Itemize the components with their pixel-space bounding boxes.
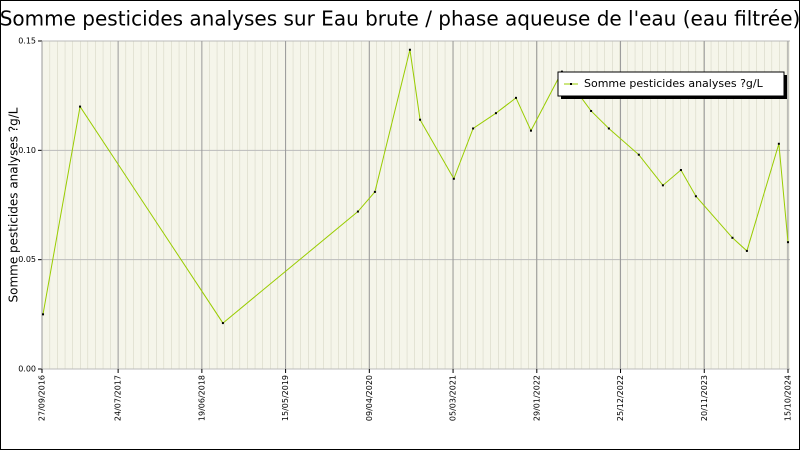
y-tick-label: 0.05 — [18, 255, 36, 264]
y-tick-label: 0.10 — [18, 146, 36, 155]
y-tick-label: 0.00 — [18, 365, 36, 374]
data-point — [221, 322, 224, 325]
x-tick-label: 15/05/2019 — [281, 375, 290, 421]
data-point — [529, 129, 532, 132]
data-point — [408, 48, 411, 51]
x-tick-label: 09/04/2020 — [365, 375, 374, 421]
chart-title: Somme pesticides analyses sur Eau brute … — [0, 7, 800, 31]
data-point — [419, 118, 422, 121]
data-point — [777, 142, 780, 145]
data-point — [373, 190, 376, 193]
data-point — [514, 96, 517, 99]
x-tick-label: 05/03/2021 — [449, 375, 458, 421]
data-point — [42, 313, 45, 316]
data-point — [731, 236, 734, 239]
y-axis-label: Somme pesticides analyses ?g/L — [7, 107, 21, 302]
data-point — [494, 112, 497, 115]
data-point — [452, 177, 455, 180]
x-tick-label: 19/06/2018 — [197, 375, 206, 421]
x-tick-label: 15/10/2024 — [784, 375, 793, 421]
data-point — [79, 105, 82, 108]
x-tick-label: 27/09/2016 — [38, 375, 47, 421]
x-tick-label: 24/07/2017 — [114, 375, 123, 421]
data-point — [661, 184, 664, 187]
x-tick-label: 29/01/2022 — [532, 375, 541, 421]
x-tick-label: 25/12/2022 — [616, 375, 625, 421]
data-point — [694, 195, 697, 198]
legend-marker — [570, 83, 572, 85]
legend-box — [557, 71, 785, 97]
data-point — [787, 241, 789, 244]
y-tick-label: 0.15 — [18, 37, 36, 46]
data-point — [745, 249, 748, 252]
data-point — [607, 127, 610, 130]
legend-label: Somme pesticides analyses ?g/L — [584, 77, 764, 90]
data-point — [679, 169, 682, 172]
data-point — [356, 210, 359, 213]
x-tick-label: 20/11/2023 — [700, 375, 709, 421]
data-point — [637, 153, 640, 156]
data-point — [590, 109, 593, 112]
data-point — [472, 127, 475, 130]
